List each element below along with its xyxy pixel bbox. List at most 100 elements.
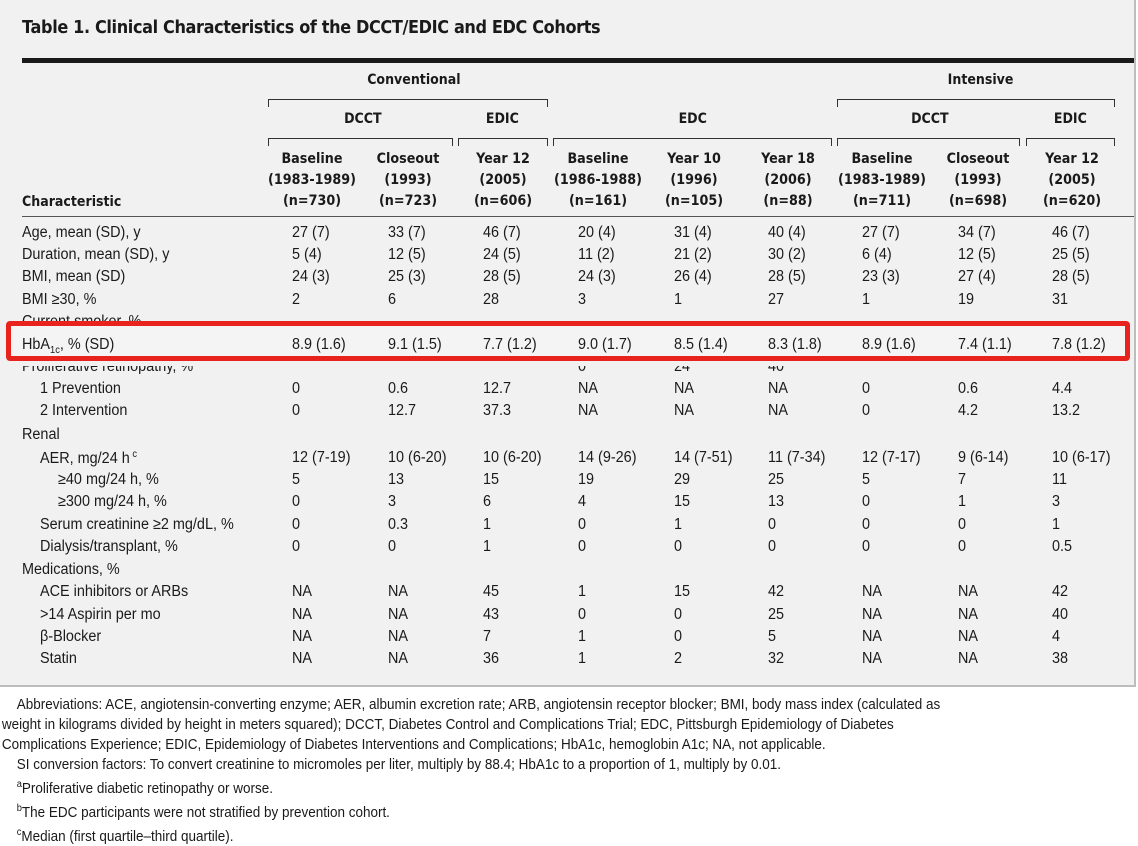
table-cell: NA <box>862 650 883 667</box>
row-label: AER, mg/24 h c <box>40 449 137 468</box>
column-header-line: Year 18 <box>761 151 815 167</box>
table-cell: 3 <box>1052 493 1061 510</box>
table-cell: 15 <box>674 583 691 600</box>
bracket-intensive <box>837 99 1115 107</box>
table-cell: 0 <box>862 493 871 510</box>
row-label: 2 Intervention <box>40 402 128 419</box>
table-cell: 28 (5) <box>1052 268 1090 285</box>
table-cell: 27 (7) <box>862 224 900 241</box>
row-label: >14 Aspirin per mo <box>40 606 161 623</box>
table-cell: 11 (7-34) <box>768 449 826 466</box>
table-row: BMI, mean (SD) 24 (3) 25 (3) 28 (5) 24 (3) 26… <box>0 268 1134 290</box>
table-cell: 12 (7-17) <box>862 449 921 466</box>
column-header-line: Baseline <box>281 151 343 167</box>
table-cell: 1 <box>483 516 492 533</box>
characteristic-header: Characteristic <box>22 194 122 210</box>
group-header-intensive: Intensive <box>947 72 1014 88</box>
table-title: Table 1. Clinical Characteristics of the… <box>22 18 601 38</box>
footnote-c: cMedian (first quartile–third quartile). <box>16 826 234 845</box>
table-cell: 40 <box>1052 606 1069 623</box>
table-cell: 28 (5) <box>768 268 806 285</box>
table-cell: 1 <box>862 291 871 308</box>
column-header-line: (2006) <box>764 172 812 188</box>
table-cell: 24 <box>674 366 690 374</box>
table-cell: 9.1 (1.5) <box>388 336 442 353</box>
subgroup-header-edic-intensive: EDIC <box>1053 111 1087 127</box>
table-cell: 8.9 (1.6) <box>862 336 916 353</box>
table-row: Current smoker, % <box>0 313 1134 322</box>
column-header-4: Baseline (1986-1988) (n=161) <box>554 149 642 212</box>
table-cell: 0 <box>958 538 967 555</box>
table-cell: 31 <box>1052 291 1069 308</box>
table-cell: 20 (4) <box>578 224 616 241</box>
table-cell: 0 <box>674 606 683 623</box>
header-rule <box>22 216 1134 217</box>
row-label: Age, mean (SD), y <box>22 224 141 241</box>
table-cell: 0 <box>862 516 871 533</box>
column-header-line: (n=620) <box>1042 193 1102 209</box>
table-cell: NA <box>958 606 979 623</box>
table-cell: NA <box>862 628 883 645</box>
table-cell: 46 (7) <box>1052 224 1090 241</box>
table-cell: 32 <box>768 650 785 667</box>
table-cell: 25 (3) <box>388 268 426 285</box>
table-cell: 0 <box>292 493 301 510</box>
table-cell: 0 <box>578 516 587 533</box>
table-cell: 33 (7) <box>388 224 426 241</box>
bracket-edic-conventional <box>458 138 548 146</box>
table-row: Serum creatinine ≥2 mg/dL, % 0 0.3 1 0 1 0 0 0 1 <box>0 516 1134 538</box>
table-cell: 0 <box>578 606 587 623</box>
table-cell: 24 (3) <box>578 268 616 285</box>
column-header-line: (1983-1989) <box>268 172 356 188</box>
table-cell: 7.8 (1.2) <box>1052 336 1106 353</box>
table-cell: 4 <box>578 493 587 510</box>
footnote-c-text: Median (first quartile–third quartile). <box>21 828 234 845</box>
row-label: Dialysis/transplant, % <box>40 538 178 555</box>
table-row: AER, mg/24 h c 12 (7-19) 10 (6-20) 10 (6-20… <box>0 449 1134 471</box>
column-header-2: Closeout (1993) (n=723) <box>364 149 452 212</box>
row-label: BMI ≥30, % <box>22 291 97 308</box>
table-cell: 8.9 (1.6) <box>292 336 346 353</box>
column-header-line: (2005) <box>1048 172 1096 188</box>
table-cell: 3 <box>388 493 397 510</box>
column-header-line: (2005) <box>479 172 527 188</box>
table-cell: 4.2 <box>958 402 979 419</box>
subgroup-header-edic-conventional: EDIC <box>485 111 519 127</box>
table-cell: 24 (5) <box>483 246 521 263</box>
table-panel: Table 1. Clinical Characteristics of the… <box>0 0 1136 687</box>
table-cell: 0 <box>862 538 871 555</box>
table-row: ACE inhibitors or ARBs NA NA 45 1 15 42 NA NA 42 <box>0 583 1134 605</box>
table-cell: 7.4 (1.1) <box>958 336 1012 353</box>
top-rule <box>22 58 1134 63</box>
table-cell: 42 <box>1052 583 1069 600</box>
row-label: Renal <box>22 426 60 443</box>
table-cell: 0 <box>578 366 586 374</box>
column-header-line: (n=730) <box>282 193 342 209</box>
table-cell: 25 <box>768 606 785 623</box>
table-cell: 27 (7) <box>292 224 330 241</box>
column-header-line: (n=723) <box>378 193 438 209</box>
table-cell: 0 <box>768 538 777 555</box>
table-cell: 7 <box>958 471 967 488</box>
column-header-line: (n=88) <box>763 193 813 209</box>
row-label: Medications, % <box>22 561 120 578</box>
bracket-dcct-conventional <box>268 138 453 146</box>
table-row: 2 Intervention 0 12.7 37.3 NA NA NA 0 4.2 13.2 <box>0 402 1134 424</box>
table-cell: 30 (2) <box>768 246 806 263</box>
table-row: Dialysis/transplant, % 0 0 1 0 0 0 0 0 0.5 <box>0 538 1134 560</box>
footnote-abbreviations-1: Abbreviations: ACE, angiotensin-converti… <box>16 697 941 713</box>
table-cell: NA <box>292 583 313 600</box>
table-cell: 9.0 (1.7) <box>578 336 632 353</box>
table-row: Age, mean (SD), y 27 (7) 33 (7) 46 (7) 20 (4… <box>0 224 1134 246</box>
column-header-line: (1993) <box>954 172 1002 188</box>
table-cell: 0.6 <box>958 380 979 397</box>
table-cell: 12 (5) <box>958 246 996 263</box>
bracket-conventional <box>268 99 548 107</box>
table-row: Proliferative retinopathy, % 0 24 40 <box>0 366 1134 374</box>
table-cell: 45 <box>483 583 500 600</box>
table-cell: 40 (4) <box>768 224 806 241</box>
table-cell: 6 (4) <box>862 246 892 263</box>
footnotes: Abbreviations: ACE, angiotensin-converti… <box>0 695 1138 846</box>
column-header-line: Year 12 <box>1045 151 1099 167</box>
table-cell: NA <box>292 606 313 623</box>
